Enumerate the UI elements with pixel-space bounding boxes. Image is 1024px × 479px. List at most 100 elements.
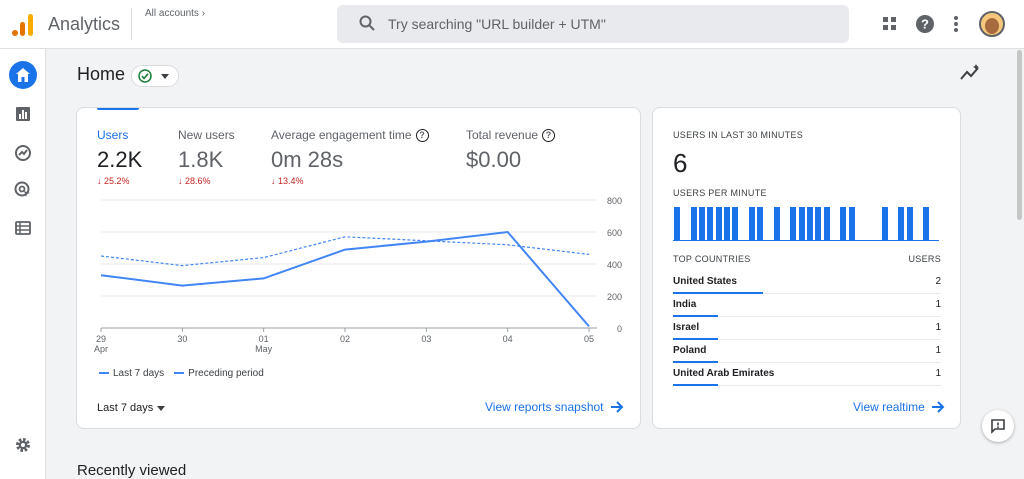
bar-chart-icon [16,107,30,121]
view-realtime-link[interactable]: View realtime [853,400,945,414]
x-tick-label: 05 [584,334,594,344]
minute-bar [848,207,855,241]
metric-value: 0m 28s [271,147,344,172]
page-scrollbar[interactable] [1017,50,1022,220]
metric-new-users[interactable]: New users 1.8K ↓ 28.6% [178,128,235,186]
nav-home[interactable] [9,61,37,89]
svg-text:?: ? [921,17,929,32]
help-circle-icon[interactable]: ? [542,128,556,142]
gear-icon [16,438,30,452]
countries-heading: TOP COUNTRIES [673,254,751,264]
analytics-logo-icon[interactable] [12,14,34,36]
country-name: United Arab Emirates [673,368,775,379]
metric-change: ↓ 13.4% [271,176,304,186]
avatar[interactable] [979,11,1005,37]
minute-bar [690,207,697,241]
metric-label: Users [97,128,129,142]
search-placeholder: Try searching "URL builder + UTM" [388,16,606,32]
metric-users[interactable]: Users 2.2K ↓ 25.2% [97,128,142,186]
account-switcher[interactable]: All accounts › [145,8,205,19]
y-tick-label: 400 [607,260,622,270]
country-users: 1 [935,322,941,333]
country-name: Poland [673,345,707,356]
feedback-button[interactable] [982,410,1014,442]
caret-down-icon [161,74,169,79]
realtime-count: 6 [673,148,688,178]
caret-down-icon [157,405,166,411]
arrow-right-icon [931,401,945,413]
accounts-label: All accounts [145,8,199,19]
realtime-heading: USERS IN LAST 30 MINUTES [673,130,804,140]
minute-bar [790,207,797,241]
x-tick-label: 29 [96,334,106,344]
date-range-label: Last 7 days [97,402,154,414]
country-row[interactable]: Poland 1 [673,340,941,363]
more-vert-icon[interactable] [946,14,966,34]
minute-bar [698,207,705,241]
minute-bar [923,207,930,241]
x-tick-sublabel: May [255,344,273,354]
y-tick-label: 200 [607,292,622,302]
country-row[interactable]: Israel 1 [673,317,941,340]
legend-current: Last 7 days [99,368,164,379]
help-icon[interactable]: ? [915,14,935,34]
advertising-icon [14,181,30,197]
nav-explore[interactable] [9,139,37,167]
apps-grid-icon[interactable] [880,14,900,34]
metric-value: 2.2K [97,147,143,172]
legend-dashed-swatch [174,372,185,375]
nav-configure[interactable] [9,214,37,242]
app-title[interactable]: Analytics [48,14,121,34]
metric-value: 1.8K [178,147,224,172]
country-share-bar [673,292,763,294]
minute-bar [748,207,755,241]
nav-admin[interactable] [9,431,37,459]
view-reports-snapshot-link[interactable]: View reports snapshot [485,400,624,414]
search-bar[interactable]: Try searching "URL builder + UTM" [337,5,849,43]
help-circle-icon[interactable]: ? [415,128,429,142]
insights-icon[interactable] [959,63,981,83]
list-icon [15,221,31,235]
y-tick-label: 600 [607,228,622,238]
realtime-card: USERS IN LAST 30 MINUTES 6 USERS PER MIN… [652,107,961,429]
y-tick-label: 800 [607,196,622,206]
country-share-bar [673,315,718,317]
country-name: Israel [673,322,700,333]
country-users: 2 [935,276,941,287]
metric-label-text: Average engagement time [271,128,412,142]
date-range-selector[interactable]: Last 7 days [97,402,166,414]
explore-icon [15,145,31,161]
series-line-last-7-days [100,230,590,328]
minute-bar [723,207,730,241]
nav-reports[interactable] [9,100,37,128]
country-row[interactable]: United Arab Emirates 1 [673,363,941,386]
metric-total-revenue[interactable]: Total revenue ? $0.00 [466,128,556,173]
minute-bar [898,207,905,241]
minute-bar [798,207,805,241]
country-name: United States [673,276,737,287]
bars-baseline [673,240,939,241]
overview-card: Users 2.2K ↓ 25.2% New users 1.8K ↓ 28.6… [76,107,641,429]
x-tick-label: 30 [177,334,187,344]
minute-bar [906,207,913,241]
x-tick-label: 01 [259,334,269,344]
users-heading: USERS [908,254,941,264]
country-share-bar [673,361,718,363]
data-status-chip[interactable] [131,65,179,87]
recently-viewed-heading: Recently viewed [77,462,187,479]
country-row[interactable]: United States 2 [673,271,941,294]
country-row[interactable]: India 1 [673,294,941,317]
minute-bar [815,207,822,241]
link-label: View realtime [853,400,925,414]
series-line-preceding-period [100,236,590,267]
selected-metric-indicator [97,108,139,110]
minute-bar [707,207,714,241]
nav-advertising[interactable] [9,176,37,204]
country-name: India [673,299,697,310]
metric-engagement-time[interactable]: Average engagement time ? 0m 28s ↓ 13.4% [271,128,429,186]
country-share-bar [673,384,718,386]
metric-label-text: Total revenue [466,128,539,142]
chart-legend: Last 7 days Preceding period [99,368,264,379]
metric-change: ↓ 28.6% [178,176,211,186]
